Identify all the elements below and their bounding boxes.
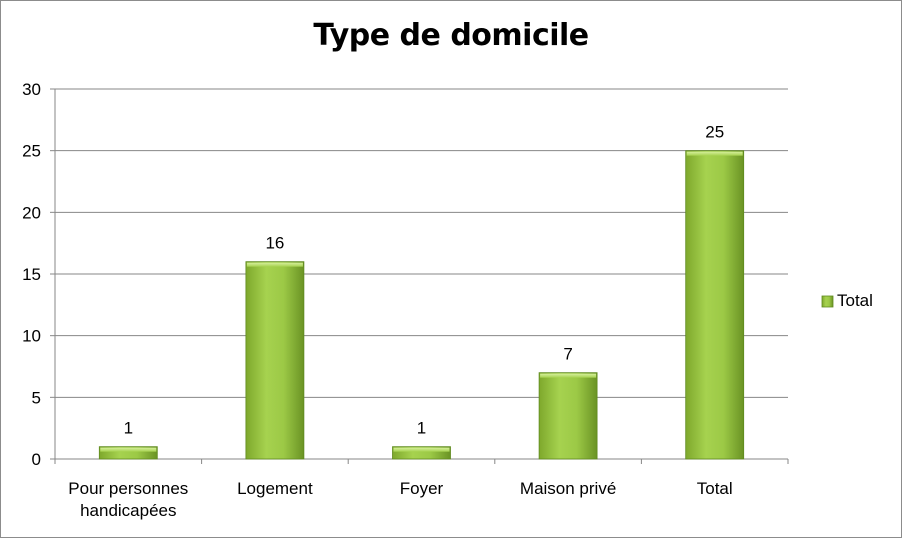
gridlines (55, 88, 788, 398)
legend: Total (821, 291, 873, 310)
bar (685, 150, 745, 460)
legend-label: Total (837, 291, 873, 310)
bar (245, 261, 305, 460)
y-tick-label: 5 (32, 388, 41, 407)
y-tick-label: 20 (22, 203, 41, 222)
y-tick-label: 15 (22, 265, 41, 284)
x-category-label: Total (697, 479, 733, 498)
bar-highlight (686, 151, 743, 156)
data-label: 1 (417, 419, 426, 438)
y-tick-label: 25 (22, 142, 41, 161)
axes: 0 5 10 15 20 25 30 Pour personnes handicapées Log… (22, 80, 789, 520)
y-tick-label: 10 (22, 327, 41, 346)
data-labels: 1 16 1 7 25 (124, 123, 725, 438)
x-category-label: Pour personnes (68, 479, 188, 498)
x-category-label: Logement (237, 479, 313, 498)
bars (98, 150, 745, 460)
y-tick-label: 30 (22, 80, 41, 99)
bar-highlight (540, 373, 597, 378)
data-label: 7 (563, 345, 572, 364)
x-category-label: Maison privé (520, 479, 616, 498)
x-category-label: handicapées (80, 501, 176, 520)
data-label: 16 (265, 234, 284, 253)
x-category-label: Foyer (400, 479, 444, 498)
data-label: 1 (124, 419, 133, 438)
bar-highlight (100, 447, 157, 452)
data-label: 25 (705, 123, 724, 142)
bar-highlight (246, 262, 303, 267)
bar (538, 372, 598, 460)
legend-swatch (821, 295, 834, 308)
y-tick-label: 0 (32, 450, 41, 469)
bar-highlight (393, 447, 450, 452)
chart-title: Type de domicile (313, 18, 589, 53)
